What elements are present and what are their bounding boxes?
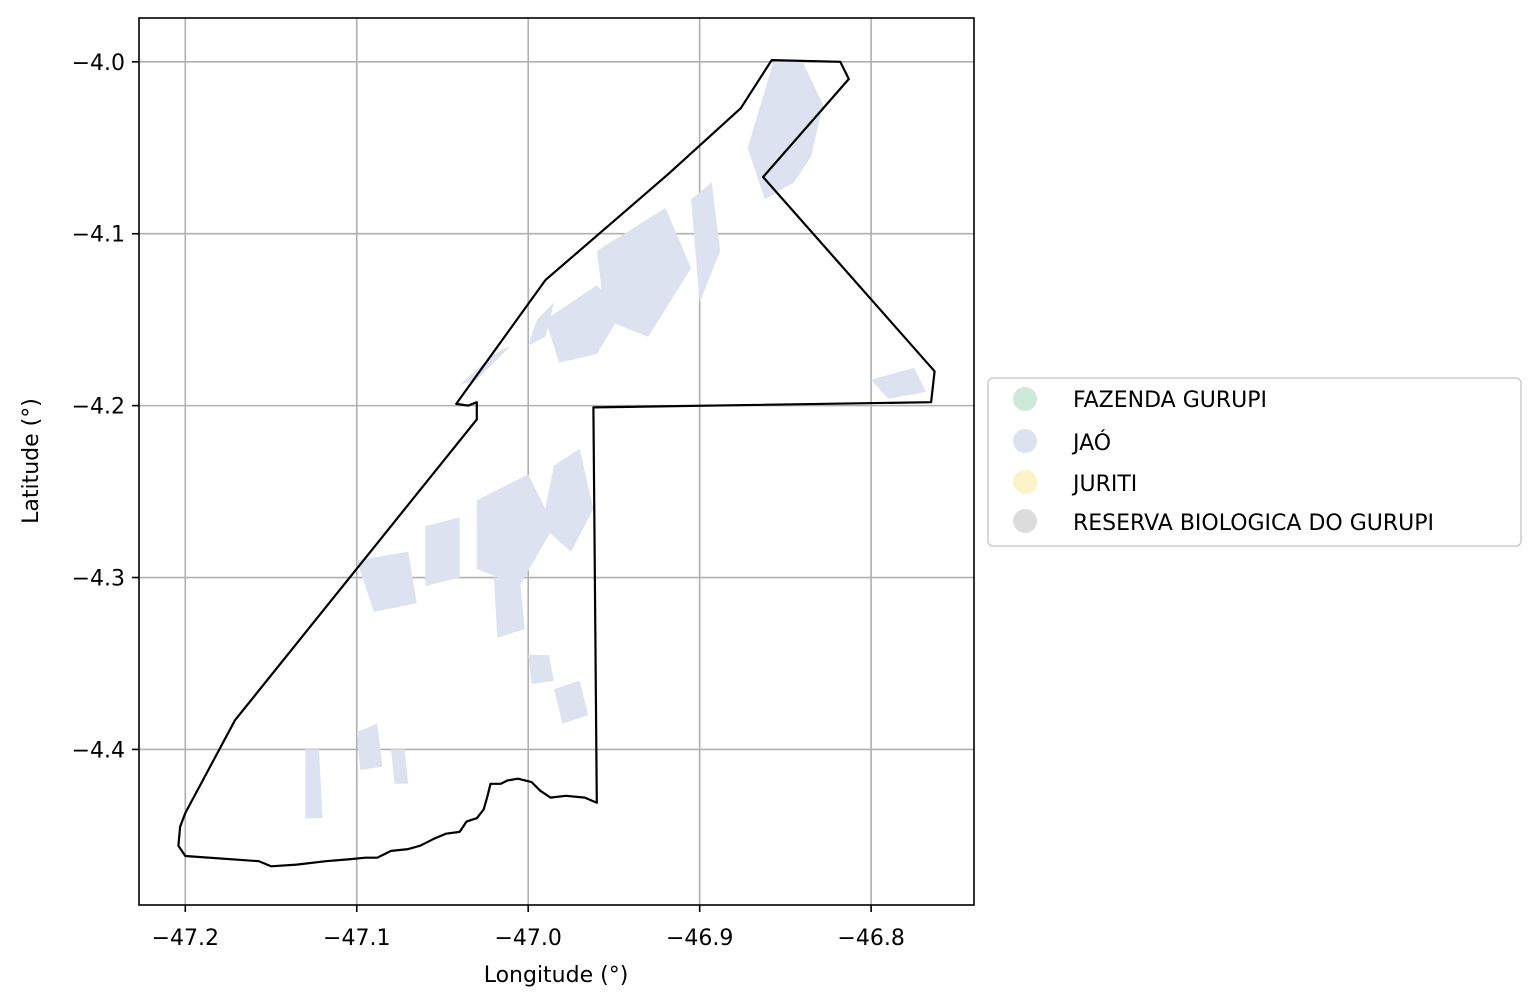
- axis-ticks: −47.2 −47.1 −47.0 −46.9 −46.8 −4.0 −4.1 −4.2 −4.…: [72, 51, 905, 951]
- grid: [139, 18, 974, 905]
- jao-patch: [691, 182, 721, 303]
- axes-frame: [138, 17, 975, 906]
- y-tick-label: −4.3: [72, 567, 125, 592]
- legend: FAZENDA GURUPI JAÓ JURITI RESERVA BIOLOG…: [987, 377, 1522, 547]
- legend-label-fazenda-gurupi: FAZENDA GURUPI: [1073, 388, 1267, 413]
- jao-patch: [871, 367, 926, 399]
- x-tick-label: −46.8: [837, 926, 904, 951]
- legend-label-juriti: JURITI: [1071, 472, 1137, 497]
- x-axis-label: Longitude (°): [484, 963, 629, 988]
- x-tick-label: −47.1: [323, 926, 390, 951]
- jao-patch: [425, 517, 460, 587]
- legend-marker-jao: [1013, 429, 1037, 453]
- jao-patch: [493, 577, 525, 638]
- legend-marker-juriti: [1013, 470, 1037, 494]
- reserve-boundary-outline: [177, 59, 936, 868]
- y-tick-label: −4.0: [72, 51, 125, 76]
- jao-patch: [747, 61, 824, 200]
- jao-patch: [305, 749, 323, 819]
- legend-label-reserva-biologica: RESERVA BIOLOGICA DO GURUPI: [1073, 511, 1434, 536]
- legend-label-jao: JAÓ: [1071, 430, 1111, 456]
- jao-patch: [476, 474, 554, 587]
- legend-marker-reserva-biologica: [1013, 509, 1037, 533]
- x-tick-label: −47.0: [494, 926, 561, 951]
- jao-patch: [596, 207, 692, 337]
- y-tick-label: −4.4: [72, 738, 125, 763]
- x-tick-label: −47.2: [152, 926, 219, 951]
- jao-patch: [545, 285, 623, 363]
- y-tick-label: −4.2: [72, 395, 125, 420]
- legend-box: [987, 377, 1522, 547]
- y-axis-label: Latitude (°): [19, 398, 44, 524]
- jao-patch: [391, 749, 409, 784]
- jao-patch: [553, 680, 589, 724]
- jao-patch: [356, 551, 417, 612]
- y-tick-label: −4.1: [72, 223, 125, 248]
- jao-patch: [541, 448, 594, 552]
- x-tick-label: −46.9: [666, 926, 733, 951]
- jao-patch: [528, 302, 554, 346]
- jao-patch: [356, 723, 383, 771]
- legend-marker-fazenda-gurupi: [1013, 387, 1037, 411]
- jao-area-patches: [305, 61, 926, 819]
- jao-patch: [528, 654, 554, 685]
